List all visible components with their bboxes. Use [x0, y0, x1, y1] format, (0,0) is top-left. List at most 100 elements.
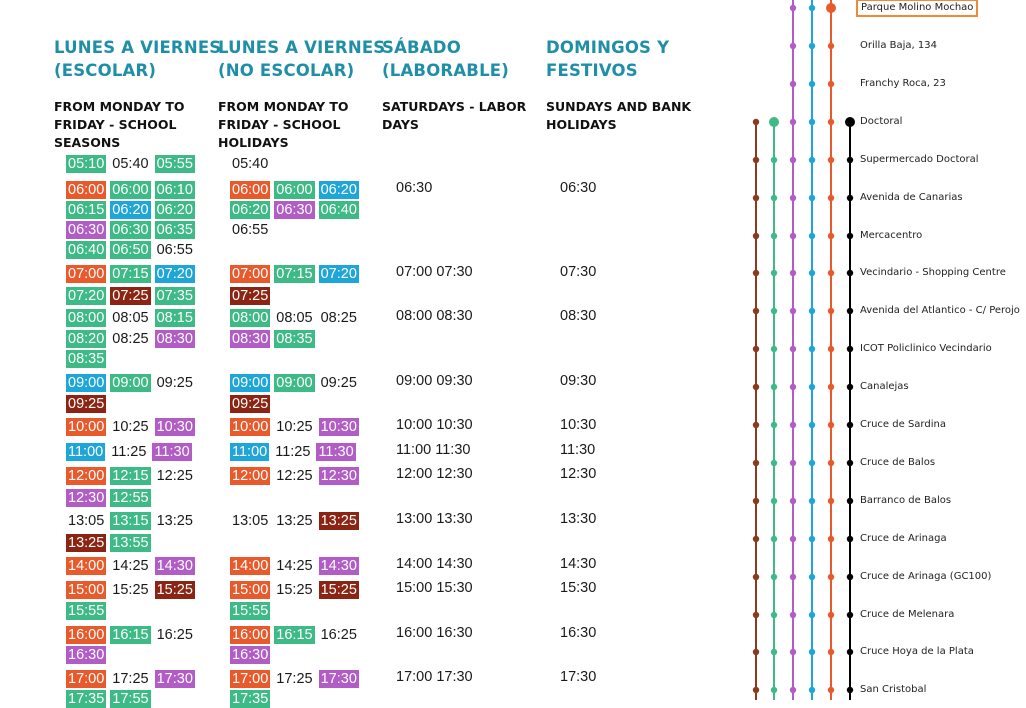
stop-label: Doctoral — [860, 116, 903, 127]
departure-time: 12:30 — [66, 489, 107, 507]
departure-time: 17:00 17:30 — [396, 669, 473, 685]
timetable-row: 13:05 13:25 13:25 — [230, 512, 363, 530]
stop-dot — [789, 421, 797, 429]
stop-dot — [827, 573, 835, 581]
departure-time: 10:30 — [560, 417, 597, 433]
departure-time: 06:15 — [66, 201, 107, 219]
stop-label: Cruce de Melenara — [860, 609, 955, 620]
timetable-row: 17:00 17:25 17:30 — [66, 670, 199, 688]
stop-label: Orilla Baja, 134 — [860, 40, 937, 51]
timetable-row: 17:30 — [558, 668, 602, 686]
departure-time: 08:05 — [112, 310, 149, 326]
departure-time: 12:55 — [110, 489, 151, 507]
departure-time: 06:30 — [110, 221, 151, 239]
stop-dot — [789, 497, 797, 505]
stop-dot — [846, 497, 854, 505]
departure-time: 09:00 — [110, 374, 151, 392]
departure-time: 14:30 — [154, 557, 195, 575]
timetable-row: 06:40 06:50 06:55 — [66, 241, 199, 259]
timetable-row: 10:00 10:25 10:30 — [230, 418, 363, 436]
stop-dot — [827, 42, 835, 50]
departure-time: 13:05 — [68, 513, 105, 529]
timetable-row: 16:30 — [66, 646, 110, 664]
departure-time: 07:00 07:30 — [396, 264, 473, 280]
stop-label: Cruce Hoya de la Plata — [860, 646, 974, 657]
departure-time: 14:00 — [230, 557, 271, 575]
timetable-row: 06:30 06:30 06:35 — [66, 221, 199, 239]
departure-time: 09:30 — [560, 373, 597, 389]
timetable-row: 07:30 — [558, 263, 602, 281]
stop-dot — [770, 686, 778, 694]
stop-dot — [789, 156, 797, 164]
timetable-row: 08:30 — [558, 307, 602, 325]
column-header-holiday: LUNES A VIERNES (NO ESCOLAR) FROM MONDAY … — [218, 36, 385, 152]
departure-time: 16:30 — [230, 646, 271, 664]
timetable-row: 06:00 06:00 06:20 — [230, 181, 363, 199]
departure-time: 15:25 — [318, 581, 359, 599]
stop-dot — [808, 573, 816, 581]
departure-time: 09:25 — [230, 395, 271, 413]
timetable-row: 16:30 — [230, 646, 274, 664]
stop-dot — [770, 156, 778, 164]
departure-time: 16:00 — [230, 626, 271, 644]
stop-dot — [770, 307, 778, 315]
stop-label: San Cristobal — [860, 684, 927, 695]
stop-dot — [808, 42, 816, 50]
stop-dot — [808, 269, 816, 277]
timetable-row: 10:30 — [558, 416, 602, 434]
timetable-row: 11:00 11:30 — [394, 441, 476, 459]
stop-dot — [808, 4, 816, 12]
departure-time: 14:25 — [276, 558, 313, 574]
departure-time: 06:20 — [318, 181, 359, 199]
stop-dot — [770, 421, 778, 429]
stop-dot — [770, 194, 778, 202]
departure-time: 15:25 — [112, 582, 149, 598]
timetable-row: 11:30 — [558, 441, 601, 459]
timetable-row: 16:00 16:15 16:25 — [66, 626, 199, 644]
departure-time: 11:00 — [66, 443, 106, 461]
stop-label: Parque Molino Mochao — [856, 0, 979, 17]
departure-time: 09:25 — [66, 395, 107, 413]
departure-time: 17:30 — [318, 670, 359, 688]
stop-dot — [752, 648, 760, 656]
timetable-row: 11:00 11:25 11:30 — [66, 443, 196, 461]
departure-time: 07:00 — [230, 265, 271, 283]
departure-time: 08:30 — [230, 330, 271, 348]
departure-time: 06:30 — [66, 221, 107, 239]
departure-time: 08:30 — [560, 308, 597, 324]
timetable-row: 13:05 13:15 13:25 — [66, 512, 199, 530]
departure-time: 06:20 — [110, 201, 151, 219]
stop-dot — [846, 345, 854, 353]
departure-time: 13:30 — [560, 511, 597, 527]
timetable-row: 07:00 07:15 07:20 — [230, 265, 363, 283]
stop-dot — [752, 232, 760, 240]
departure-time: 17:25 — [276, 671, 313, 687]
stop-dot — [846, 573, 854, 581]
timetable-row: 09:00 09:00 09:25 — [230, 374, 363, 392]
departure-time: 15:00 — [230, 581, 271, 599]
stop-dot — [789, 80, 797, 88]
stop-dot — [789, 648, 797, 656]
timetable-row: 08:00 08:05 08:25 — [230, 309, 363, 327]
departure-time: 06:40 — [66, 241, 107, 259]
timetable-row: 06:30 — [558, 179, 602, 197]
departure-time: 17:35 — [230, 690, 271, 708]
stop-dot — [789, 611, 797, 619]
stop-dot — [752, 535, 760, 543]
departure-time: 16:30 — [560, 625, 597, 641]
timetable-row: 15:55 — [230, 602, 274, 620]
departure-time: 14:00 — [66, 557, 107, 575]
stop-dot — [752, 118, 760, 126]
stop-dot — [770, 232, 778, 240]
departure-time: 17:00 — [66, 670, 107, 688]
stop-dot — [846, 307, 854, 315]
column-title: LUNES A VIERNES (NO ESCOLAR) — [218, 38, 386, 80]
departure-time: 05:10 — [66, 155, 107, 173]
departure-time: 11:25 — [111, 444, 147, 460]
stop-dot — [770, 383, 778, 391]
stop-dot — [789, 4, 797, 12]
timetable-row: 15:30 — [558, 579, 602, 597]
stop-dot — [808, 611, 816, 619]
departure-time: 08:05 — [276, 310, 313, 326]
departure-time: 07:25 — [230, 287, 271, 305]
